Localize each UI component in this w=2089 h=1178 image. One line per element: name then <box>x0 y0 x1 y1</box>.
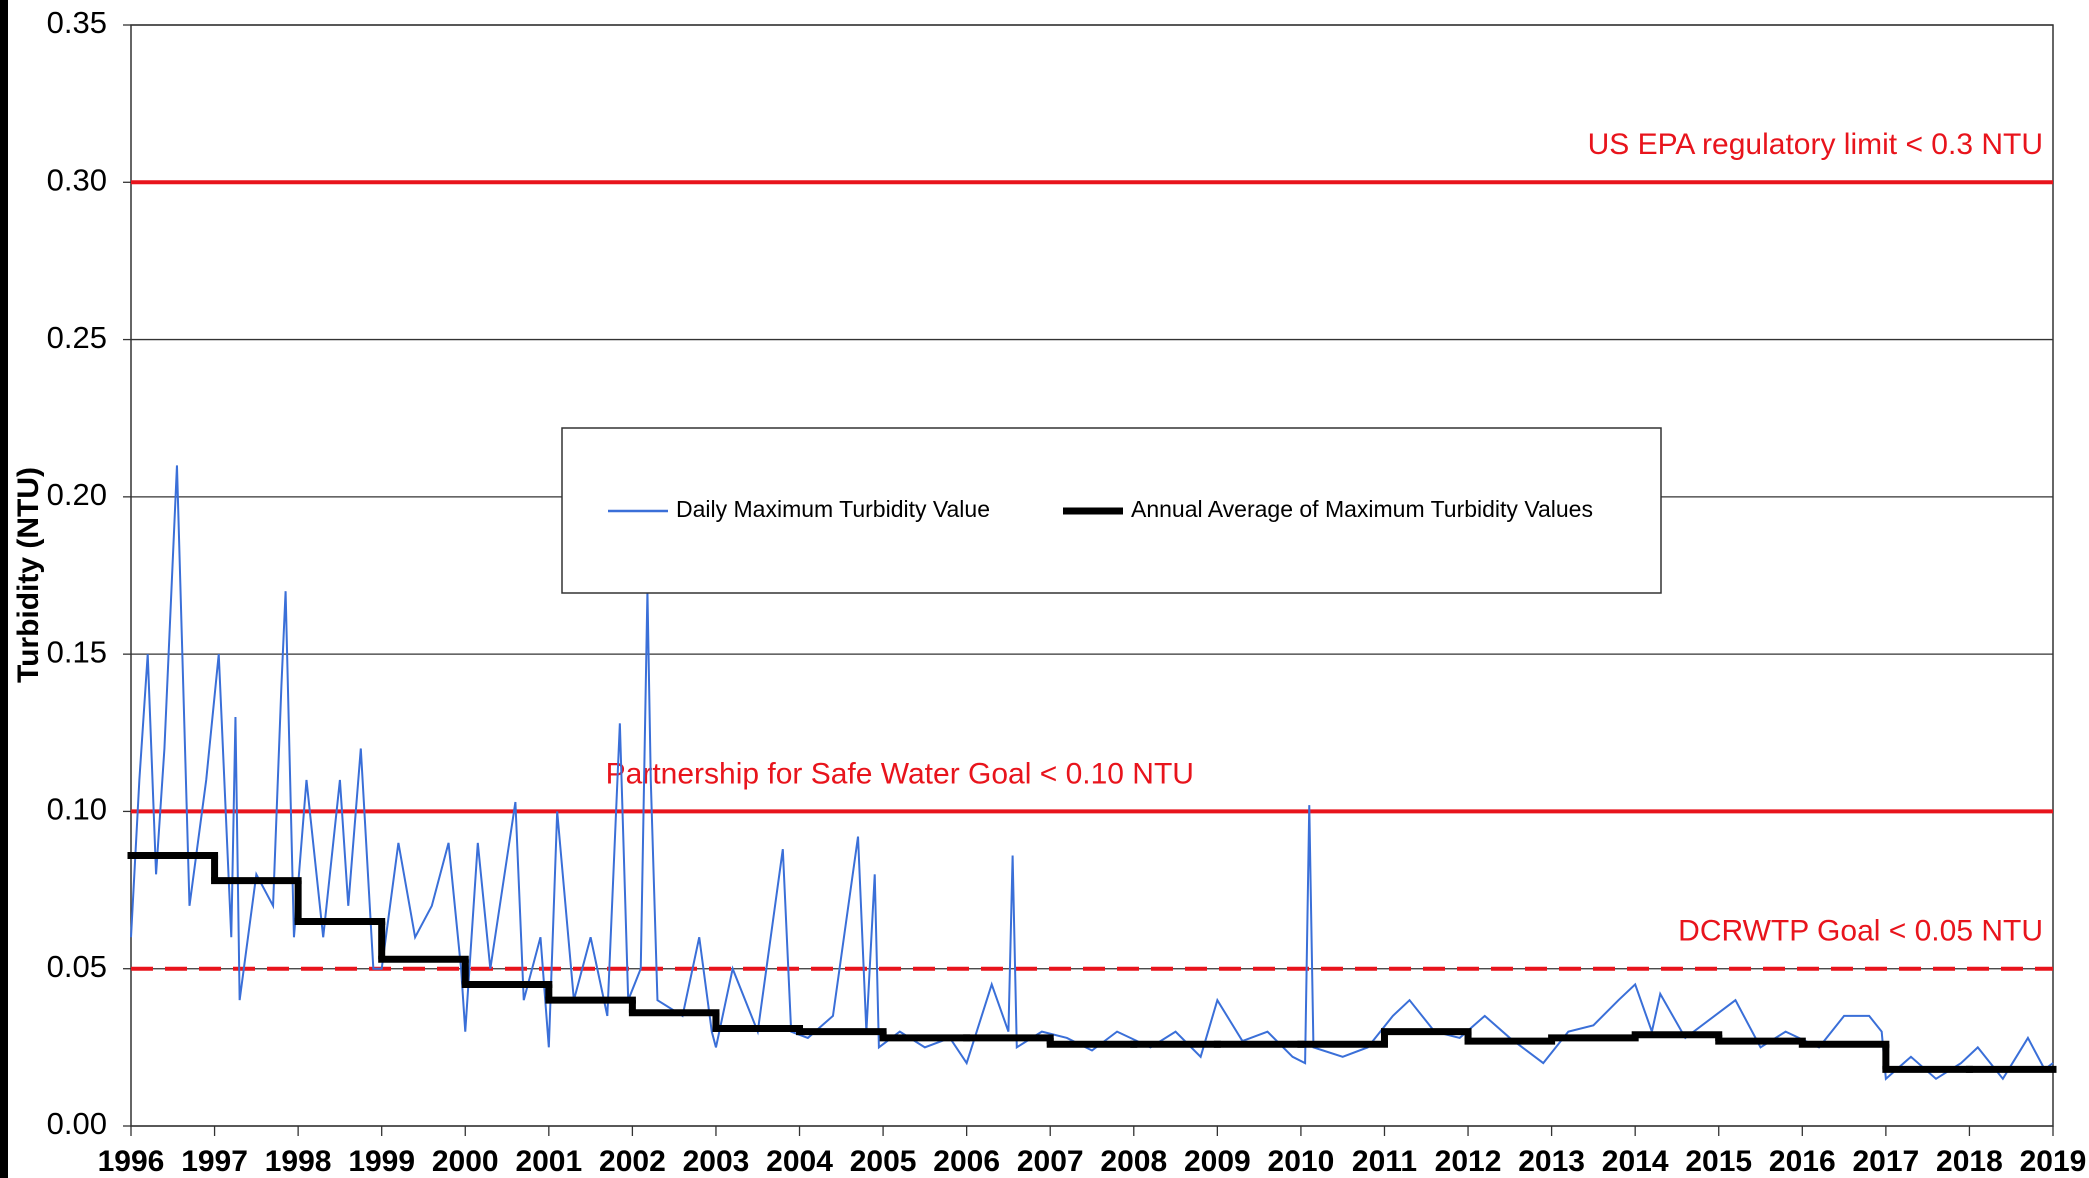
y-tick-label: 0.25 <box>47 320 107 355</box>
reference-label: DCRWTP Goal < 0.05 NTU <box>1678 915 2043 948</box>
x-tick-label: 2017 <box>1852 1145 1919 1178</box>
legend-label: Annual Average of Maximum Turbidity Valu… <box>1131 496 1593 522</box>
x-tick-label: 2018 <box>1936 1145 2003 1178</box>
x-tick-label: 2000 <box>432 1145 499 1178</box>
x-tick-label: 1997 <box>181 1145 248 1178</box>
reference-label: Partnership for Safe Water Goal < 0.10 N… <box>606 757 1194 790</box>
legend: Daily Maximum Turbidity Value Annual Aver… <box>561 427 1662 594</box>
daily-line <box>130 465 2054 1081</box>
x-tick-label: 2002 <box>599 1145 666 1178</box>
x-tick-label: 2014 <box>1602 1145 1669 1178</box>
x-tick-label: 2009 <box>1184 1145 1251 1178</box>
x-tick-label: 1999 <box>348 1145 415 1178</box>
x-tick-label: 2003 <box>683 1145 750 1178</box>
x-tick-label: 1998 <box>265 1145 332 1178</box>
reference-label: US EPA regulatory limit < 0.3 NTU <box>1588 128 2043 161</box>
y-tick-label: 0.05 <box>47 949 107 984</box>
x-tick-label: 2010 <box>1268 1145 1335 1178</box>
legend-label: Daily Maximum Turbidity Value <box>676 496 990 522</box>
x-tick-label: 2001 <box>515 1145 582 1178</box>
x-tick-label: 2015 <box>1685 1145 1752 1178</box>
y-tick-label: 0.35 <box>47 5 107 40</box>
x-tick-label: 1996 <box>98 1145 165 1178</box>
y-axis-label: Turbidity (NTU) <box>12 467 45 683</box>
x-tick-label: 2016 <box>1769 1145 1836 1178</box>
x-tick-label: 2004 <box>766 1145 833 1178</box>
y-tick-label: 0.20 <box>47 477 107 512</box>
y-tick-label: 0.00 <box>47 1106 107 1141</box>
edge-strip <box>0 0 8 1178</box>
plot-frame <box>130 24 2054 1127</box>
y-tick-label: 0.15 <box>47 634 107 669</box>
x-tick-label: 2008 <box>1100 1145 1167 1178</box>
x-tick-label: 2006 <box>933 1145 1000 1178</box>
y-tick-label: 0.10 <box>47 792 107 827</box>
y-tick-label: 0.30 <box>47 162 107 197</box>
x-tick-label: 2019 <box>2020 1145 2087 1178</box>
x-tick-label: 2012 <box>1435 1145 1502 1178</box>
x-tick-label: 2011 <box>1352 1145 1417 1178</box>
x-tick-label: 2013 <box>1518 1145 1585 1178</box>
x-tick-label: 2007 <box>1017 1145 1084 1178</box>
x-tick-label: 2005 <box>850 1145 917 1178</box>
